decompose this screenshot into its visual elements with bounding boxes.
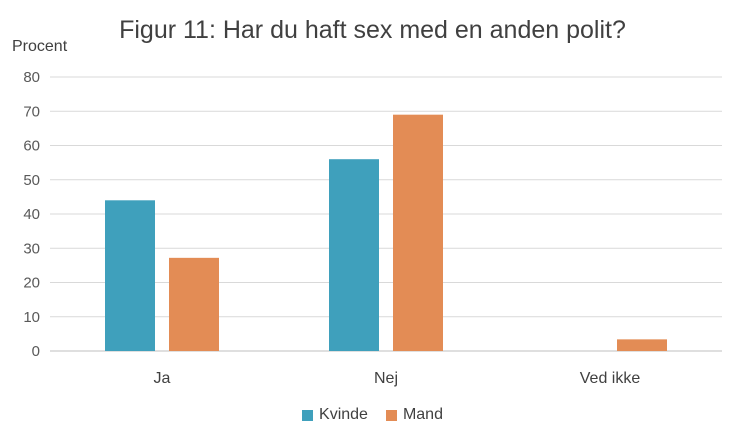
legend-item-mand: Mand [385, 406, 443, 424]
y-tick-label: 40 [23, 206, 40, 223]
bar-mand-ved-ikke [617, 339, 667, 351]
y-tick-label: 10 [23, 309, 40, 326]
bar-mand-ja [169, 257, 219, 351]
legend-swatch-kvinde [302, 409, 314, 421]
legend: Kvinde Mand [0, 406, 745, 424]
legend-label-kvinde: Kvinde [319, 406, 368, 423]
y-tick-label: 70 [23, 103, 40, 120]
y-tick-label: 60 [23, 138, 40, 155]
bar-kvinde-nej [329, 159, 379, 351]
y-tick-label: 20 [23, 275, 40, 292]
bar-mand-nej [393, 114, 443, 351]
chart-title: Figur 11: Har du haft sex med en anden p… [119, 16, 626, 44]
legend-item-kvinde: Kvinde [302, 406, 368, 424]
x-category-label: Ja [154, 370, 171, 387]
legend-swatch-mand [385, 409, 397, 421]
legend-label-mand: Mand [402, 406, 443, 423]
y-axis-label: Procent [12, 38, 68, 55]
y-tick-label: 30 [23, 240, 40, 257]
y-tick-label: 80 [23, 69, 40, 86]
x-category-label: Ved ikke [580, 370, 641, 387]
y-tick-label: 0 [32, 343, 40, 360]
bar-kvinde-ja [105, 200, 155, 351]
x-category-label: Nej [374, 370, 398, 387]
y-tick-label: 50 [23, 172, 40, 189]
